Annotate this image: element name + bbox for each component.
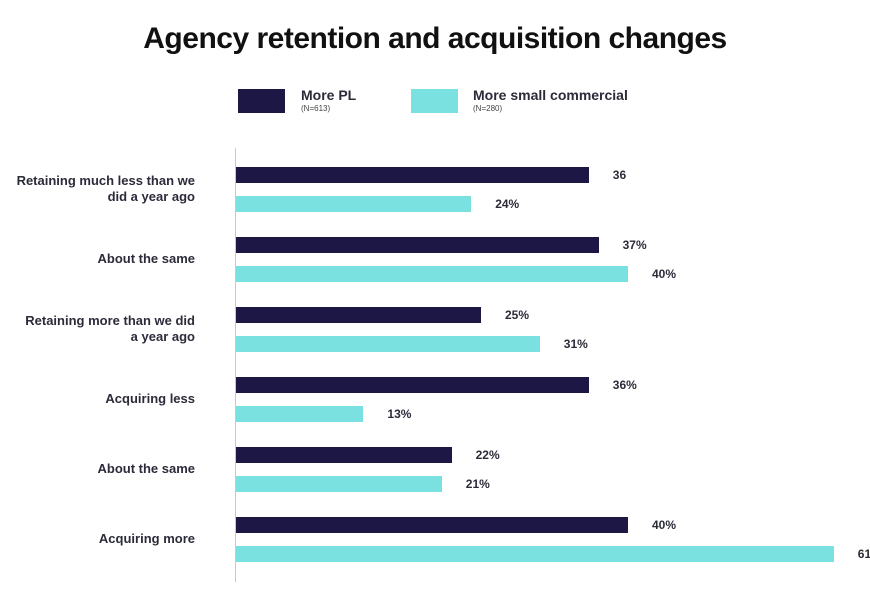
bar-more-small-commercial	[236, 336, 540, 352]
bar-more-small-commercial	[236, 406, 364, 422]
data-label: 22%	[475, 448, 500, 462]
category-label: About the same	[97, 251, 195, 266]
data-label: 40%	[652, 518, 677, 532]
legend-swatch-more-pl	[238, 89, 285, 113]
bar-more-pl	[236, 377, 589, 393]
bar-more-small-commercial	[236, 476, 442, 492]
bar-more-small-commercial	[236, 266, 628, 282]
category-label: About the same	[97, 461, 195, 476]
bar-more-small-commercial	[236, 196, 472, 212]
data-label: 31%	[563, 337, 588, 351]
legend-label-more-pl: More PL	[301, 87, 357, 103]
y-axis-line	[235, 148, 236, 582]
category-label: Acquiring less	[105, 391, 195, 406]
data-label: 36%	[612, 378, 637, 392]
category-label: Retaining much less than we did a year a…	[16, 173, 195, 204]
category-label: Retaining more than we did a year ago	[25, 313, 195, 344]
bar-more-pl	[236, 237, 599, 253]
bar-more-small-commercial	[236, 546, 834, 562]
bar-more-pl	[236, 517, 628, 533]
legend-n-more-small-commercial: (N=280)	[473, 104, 503, 113]
legend-n-more-pl: (N=613)	[301, 104, 331, 113]
data-label: 25%	[505, 308, 530, 322]
bar-more-pl	[236, 447, 452, 463]
bar-more-pl	[236, 167, 589, 183]
data-label: 61%	[857, 547, 870, 561]
legend-label-more-small-commercial: More small commercial	[473, 87, 628, 103]
legend-swatch-more-small-commercial	[411, 89, 458, 113]
data-label: 21%	[465, 477, 490, 491]
bar-more-pl	[236, 307, 481, 323]
data-label: 13%	[387, 407, 412, 421]
category-label: Acquiring more	[98, 531, 195, 546]
data-label: 40%	[652, 267, 677, 281]
chart-title: Agency retention and acquisition changes	[143, 22, 727, 55]
data-label: 37%	[622, 238, 647, 252]
data-label: 36	[612, 168, 627, 182]
data-label: 24%	[495, 197, 520, 211]
